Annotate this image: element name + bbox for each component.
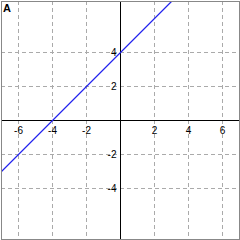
svg-text:-2: -2 — [82, 125, 91, 136]
svg-text:2: 2 — [111, 81, 117, 92]
svg-text:-6: -6 — [14, 125, 23, 136]
svg-text:4: 4 — [111, 47, 117, 58]
svg-text:2: 2 — [152, 125, 158, 136]
svg-text:6: 6 — [220, 125, 226, 136]
svg-text:-4: -4 — [108, 183, 117, 194]
html-text:A: A — [3, 2, 11, 14]
svg-text:-4: -4 — [48, 125, 57, 136]
svg-text:4: 4 — [186, 125, 192, 136]
svg-text:-2: -2 — [108, 149, 117, 160]
